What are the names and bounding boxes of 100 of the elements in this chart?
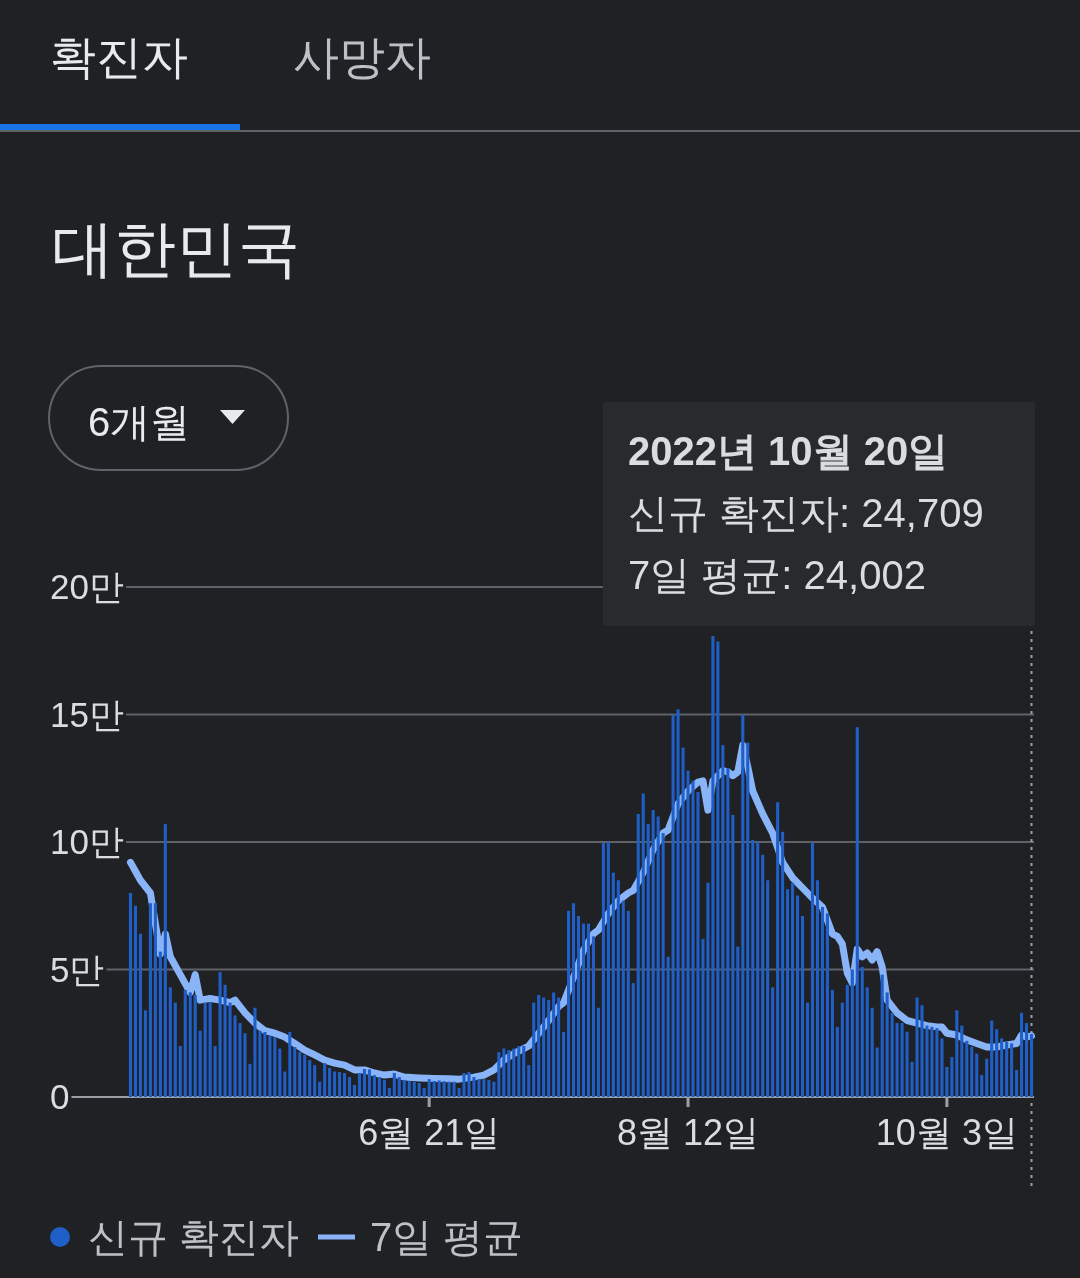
bar [636, 813, 640, 1097]
bar [860, 966, 864, 1097]
bar [148, 903, 152, 1097]
bar [432, 1080, 436, 1098]
bar [666, 956, 670, 1097]
bar [273, 1037, 277, 1097]
bar [492, 1081, 496, 1097]
bar [298, 1052, 302, 1097]
bar [571, 903, 576, 1097]
bar [850, 969, 854, 1097]
bar [1005, 1041, 1009, 1098]
bar [308, 1060, 312, 1097]
bar [1000, 1038, 1004, 1097]
bar [985, 1058, 989, 1097]
bar [975, 1053, 979, 1097]
bar [955, 1010, 959, 1097]
bar [203, 1002, 207, 1097]
bar [815, 880, 819, 1097]
bar [1010, 1043, 1014, 1097]
bar [512, 1048, 516, 1097]
bar [890, 1012, 894, 1097]
bar [328, 1067, 332, 1097]
bar [557, 997, 561, 1097]
bar [153, 903, 157, 1097]
bar [293, 1047, 297, 1097]
bar [188, 992, 192, 1097]
bar [527, 1065, 531, 1097]
bar [855, 727, 859, 1097]
bar [601, 843, 605, 1097]
bar [840, 1002, 844, 1097]
bar [173, 1002, 177, 1097]
bar [626, 910, 630, 1097]
bar [537, 995, 541, 1097]
bar [900, 1023, 904, 1097]
bar [303, 1054, 307, 1098]
bar [318, 1081, 322, 1097]
bar [208, 1002, 212, 1097]
text: 6개월 [88, 400, 191, 444]
bar [347, 1077, 352, 1097]
bar [283, 1071, 287, 1097]
bar [193, 995, 197, 1097]
bar [552, 992, 556, 1097]
annotation: 7일 평균: 24,002 [628, 553, 926, 597]
bar [158, 951, 162, 1097]
bar [333, 1071, 337, 1097]
bar [437, 1080, 441, 1098]
bar [721, 745, 725, 1097]
y-tick-label: 15만 [50, 694, 124, 734]
bar [810, 842, 815, 1097]
bar [422, 1088, 426, 1097]
bar [178, 1046, 182, 1097]
bar [771, 987, 775, 1097]
bar [128, 893, 133, 1097]
bar [547, 1000, 551, 1097]
bar [781, 831, 785, 1097]
y-tick-label: 10만 [50, 822, 124, 861]
bar [447, 1081, 451, 1097]
bar [362, 1068, 366, 1097]
bar [1024, 1023, 1029, 1097]
bar [392, 1073, 396, 1097]
bar [830, 989, 834, 1097]
chart-title: 대한민국 [52, 214, 300, 283]
bar [746, 742, 750, 1097]
bar [163, 824, 167, 1097]
bar [343, 1073, 347, 1097]
bar [880, 974, 884, 1097]
bar [487, 1079, 491, 1098]
legend-label: 7일 평균 [370, 1215, 524, 1259]
bar [791, 882, 795, 1097]
bar [766, 880, 770, 1097]
bar [800, 915, 805, 1097]
bar [995, 1029, 999, 1097]
bar [263, 1031, 267, 1097]
bar [168, 987, 172, 1097]
x-tick-label: 10월 3일 [875, 1112, 1018, 1153]
bar [736, 946, 740, 1097]
bar [567, 910, 571, 1097]
bar [741, 714, 745, 1097]
bar [502, 1048, 506, 1097]
text: 2022년 10월 20일 [628, 429, 949, 473]
bar [278, 1048, 282, 1097]
bar [751, 839, 755, 1097]
bar [726, 768, 730, 1097]
bar [616, 880, 620, 1097]
bar [482, 1079, 486, 1097]
x-tick-label: 8월 12일 [616, 1112, 760, 1153]
bar [1029, 1034, 1034, 1097]
bar [950, 1056, 954, 1097]
bar [442, 1081, 446, 1097]
bar [990, 1020, 994, 1097]
bar [621, 900, 625, 1097]
bar [507, 1050, 511, 1097]
bar [980, 1075, 984, 1097]
bar [223, 984, 227, 1097]
bar [138, 933, 142, 1097]
bar [143, 1010, 147, 1097]
bar [895, 1023, 899, 1097]
bar [562, 1031, 566, 1097]
bar [711, 635, 715, 1097]
bar [1020, 1012, 1024, 1097]
